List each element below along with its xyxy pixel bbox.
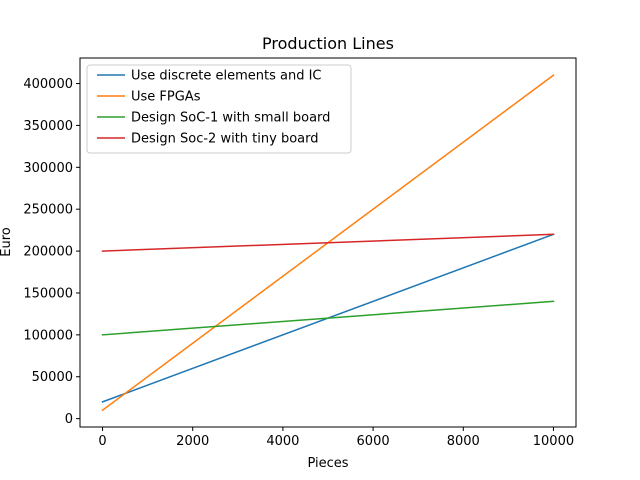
- x-tick-label: 8000: [447, 434, 480, 449]
- legend-label: Design SoC-1 with small board: [131, 111, 330, 126]
- series-line-design-soc-1-with-small-board: [101, 300, 555, 336]
- x-axis-ticks: 0 2000 4000 6000 8000 10000: [98, 427, 574, 449]
- x-tick-label: 0: [98, 434, 106, 449]
- legend-label: Design Soc-2 with tiny board: [131, 132, 319, 147]
- y-tick-label: 300000: [23, 161, 73, 176]
- x-axis-label: Pieces: [307, 456, 348, 471]
- legend-label: Use FPGAs: [131, 90, 201, 105]
- x-tick-label: 4000: [266, 434, 299, 449]
- y-tick-label: 100000: [23, 328, 73, 343]
- plot-area-frame: [79, 57, 577, 428]
- y-tick-label: 0: [65, 412, 73, 427]
- x-tick-label: 10000: [533, 434, 574, 449]
- series-line-design-soc-2-with-tiny-board: [101, 233, 555, 252]
- y-tick-label: 50000: [32, 370, 73, 385]
- y-axis-label: Euro: [0, 227, 14, 257]
- series-lines: [101, 74, 555, 412]
- y-tick-label: 200000: [23, 245, 73, 260]
- y-tick-label: 250000: [23, 203, 73, 218]
- y-tick-label: 150000: [23, 286, 73, 301]
- legend: Use discrete elements and IC Use FPGAs Des…: [86, 64, 352, 154]
- y-tick-label: 350000: [23, 119, 73, 134]
- y-axis-ticks: 0 50000 100000 150000 200000 250000 300000 3500…: [23, 77, 80, 427]
- chart-title: Production Lines: [262, 34, 394, 53]
- x-tick-label: 2000: [176, 434, 209, 449]
- y-tick-label: 400000: [23, 77, 73, 92]
- legend-box: [86, 64, 352, 154]
- x-tick-label: 6000: [357, 434, 390, 449]
- legend-label: Use discrete elements and IC: [131, 69, 322, 84]
